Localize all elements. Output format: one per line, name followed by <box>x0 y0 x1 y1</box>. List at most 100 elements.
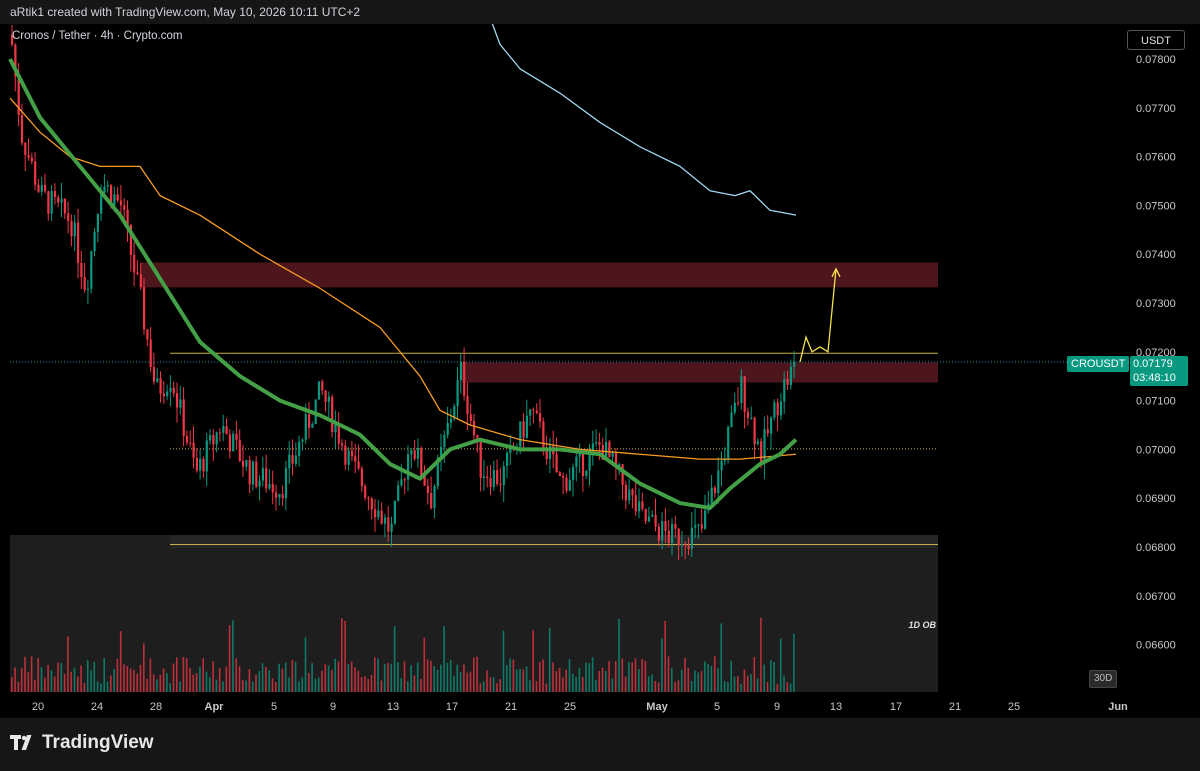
candle <box>433 484 436 519</box>
currency-button[interactable]: USDT <box>1127 30 1185 50</box>
candle <box>288 441 291 484</box>
range-30d-button[interactable]: 30D <box>1089 670 1118 688</box>
tradingview-logo[interactable]: TradingView <box>10 732 154 754</box>
candle-body <box>393 500 396 524</box>
candle-body <box>446 422 449 436</box>
candle-body <box>575 456 578 467</box>
candle-body <box>14 44 17 77</box>
candle <box>680 530 684 557</box>
volume-bar <box>614 661 617 692</box>
candle <box>80 250 83 289</box>
candle <box>496 459 499 487</box>
volume-bar <box>436 669 439 692</box>
volume-bar <box>166 673 168 692</box>
volume-bar <box>420 678 422 692</box>
candle <box>172 381 175 398</box>
candle <box>228 429 231 459</box>
candle <box>73 214 76 252</box>
candle <box>562 472 565 495</box>
volume-bar <box>750 674 752 692</box>
candle <box>364 483 367 501</box>
candle-body <box>34 161 37 185</box>
candle <box>581 450 585 492</box>
candle <box>779 392 783 420</box>
candle-body <box>251 461 255 485</box>
candle-body <box>598 442 601 445</box>
candle <box>159 371 162 403</box>
x-tick-label: 21 <box>949 701 961 713</box>
volume-bar <box>770 660 772 692</box>
volume-bar <box>416 662 419 692</box>
candle <box>783 371 786 414</box>
volume-bar <box>657 682 660 692</box>
candle-body <box>116 194 119 201</box>
volume-bar <box>63 673 66 692</box>
candle <box>281 485 284 506</box>
volume-bar <box>179 681 181 692</box>
candle <box>410 448 413 469</box>
candle-body <box>383 517 387 524</box>
volume-bar <box>215 679 218 692</box>
x-tick-label: 21 <box>505 701 517 713</box>
candle <box>704 494 707 531</box>
candle <box>156 368 159 384</box>
volume-bar <box>93 661 96 692</box>
volume-bar <box>235 658 237 692</box>
x-tick-label: Jun <box>1108 701 1128 713</box>
candle-body <box>730 412 733 428</box>
candle <box>166 384 169 400</box>
candle-body <box>737 402 740 404</box>
candle <box>370 496 373 520</box>
volume-bar <box>756 678 759 692</box>
candle <box>763 416 766 480</box>
volume-bar <box>671 668 673 692</box>
volume-bar <box>182 656 185 692</box>
volume-bar <box>192 674 195 692</box>
candle <box>793 351 796 379</box>
candle <box>413 439 416 461</box>
volume-bar <box>654 680 657 692</box>
ma-blue-line <box>491 24 797 216</box>
candle-body <box>380 510 383 524</box>
volume-bar <box>53 676 56 692</box>
attribution-text: aRtik1 created with TradingView.com, May… <box>10 5 361 19</box>
candle-body <box>426 485 429 494</box>
candle-body <box>53 190 57 198</box>
candle-body <box>416 448 420 459</box>
candle-body <box>793 361 796 367</box>
candle-body <box>473 420 476 436</box>
candle <box>737 387 740 407</box>
candle-body <box>143 287 146 330</box>
candle-body <box>377 510 380 518</box>
candle-body <box>605 441 608 460</box>
volume-bar <box>377 658 379 692</box>
volume-bar <box>446 662 449 692</box>
candle <box>242 444 245 477</box>
candle-body <box>24 142 27 156</box>
candle-body <box>486 476 489 479</box>
volume-bar <box>542 659 544 692</box>
y-tick-label: 0.07600 <box>1136 152 1176 164</box>
candle-body <box>433 486 436 509</box>
volume-bar <box>779 638 782 692</box>
candle <box>298 435 301 467</box>
volume-bar <box>146 678 148 692</box>
candle <box>555 437 558 473</box>
volume-bar <box>730 660 732 692</box>
volume-bar <box>199 666 201 692</box>
candle-body <box>182 399 185 437</box>
candle-body <box>459 361 462 381</box>
volume-bar <box>209 677 211 692</box>
y-tick-label: 0.06700 <box>1136 591 1176 603</box>
price-chart[interactable]: 0.07800 0.07700 0.07600 0.07500 0.07400 0.073… <box>0 24 1200 718</box>
candle-body <box>611 452 614 457</box>
volume-bar <box>30 656 33 692</box>
x-tick-label: May <box>646 701 668 713</box>
candle <box>34 152 37 191</box>
candle-body <box>529 409 532 416</box>
candle <box>291 439 294 476</box>
candle-body <box>694 525 697 528</box>
volume-bar <box>304 637 307 692</box>
candle <box>776 398 779 431</box>
candle-body <box>449 418 453 423</box>
